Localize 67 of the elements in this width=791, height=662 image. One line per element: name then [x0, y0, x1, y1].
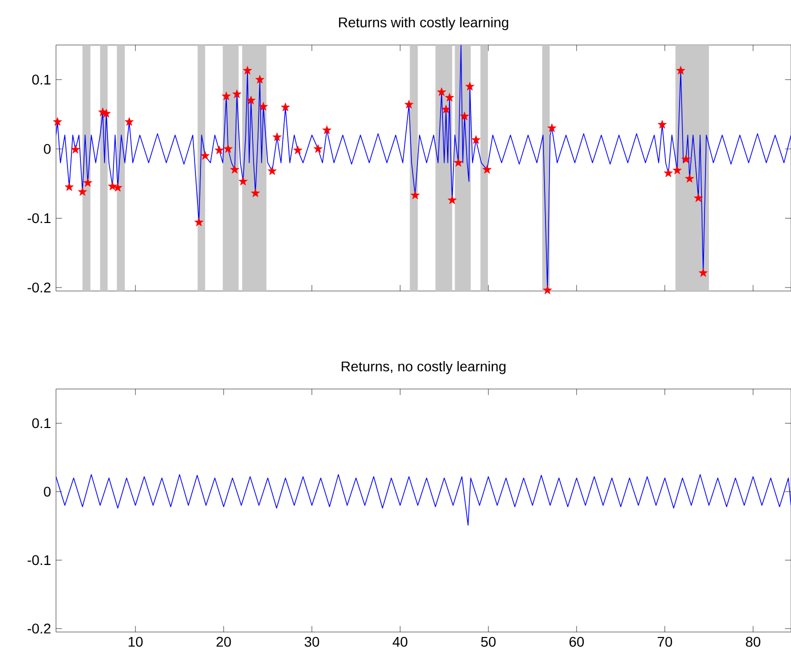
point	[314, 144, 323, 153]
point	[268, 166, 277, 175]
point	[124, 117, 134, 126]
y-tick-label: -0.1	[28, 555, 50, 566]
y-tick-label: 0.1	[32, 418, 50, 428]
point	[272, 132, 282, 141]
point	[194, 218, 204, 226]
point	[322, 126, 332, 134]
x-tick-label: 30	[304, 636, 320, 647]
y-tick-label: -0.2	[28, 282, 50, 292]
x-tick-label: 40	[392, 636, 408, 647]
point	[230, 165, 240, 174]
point	[224, 144, 233, 153]
point	[258, 102, 268, 111]
point	[682, 154, 690, 164]
y-tick-label: 0	[44, 144, 51, 154]
point	[255, 74, 264, 84]
line-series	[56, 474, 791, 526]
point	[445, 92, 454, 102]
point	[482, 165, 492, 174]
point	[222, 92, 231, 100]
x-tick-label: 20	[216, 636, 231, 647]
point	[83, 178, 92, 187]
y-tick-label: 0.1	[32, 74, 50, 85]
x-tick-label: 80	[746, 636, 760, 647]
point	[246, 96, 256, 104]
point	[472, 135, 480, 144]
y-tick-label: 0	[44, 486, 51, 497]
point	[242, 66, 252, 74]
point	[238, 176, 248, 186]
point	[454, 158, 463, 167]
point	[664, 168, 673, 178]
point	[250, 188, 260, 198]
point	[200, 151, 210, 160]
point	[280, 102, 290, 112]
point	[460, 112, 470, 120]
point	[70, 144, 80, 154]
y-tick-label: -0.1	[28, 213, 50, 224]
point	[410, 190, 420, 200]
x-tick-label: 50	[481, 636, 496, 647]
point	[658, 120, 667, 129]
y-tick-label: -0.2	[28, 624, 50, 634]
point	[108, 182, 117, 190]
chart-title: Returns with costly learning	[339, 17, 508, 30]
point	[448, 196, 457, 204]
point	[437, 87, 446, 96]
point	[698, 268, 708, 277]
point	[214, 146, 224, 154]
point	[232, 89, 242, 98]
point	[465, 82, 474, 90]
x-tick-label: 70	[658, 636, 672, 647]
point	[676, 66, 686, 74]
x-tick-label: 10	[128, 636, 143, 647]
point	[113, 183, 122, 192]
point	[543, 286, 552, 294]
point	[53, 117, 62, 126]
point	[672, 166, 682, 174]
point	[404, 100, 414, 108]
point	[685, 174, 694, 183]
point	[64, 182, 74, 191]
point	[78, 187, 87, 196]
chart-title: Returns, no costly learning	[342, 361, 506, 374]
point	[694, 193, 703, 202]
x-tick-label: 60	[570, 636, 584, 647]
point	[442, 104, 450, 114]
point	[547, 123, 556, 132]
point	[293, 146, 302, 154]
